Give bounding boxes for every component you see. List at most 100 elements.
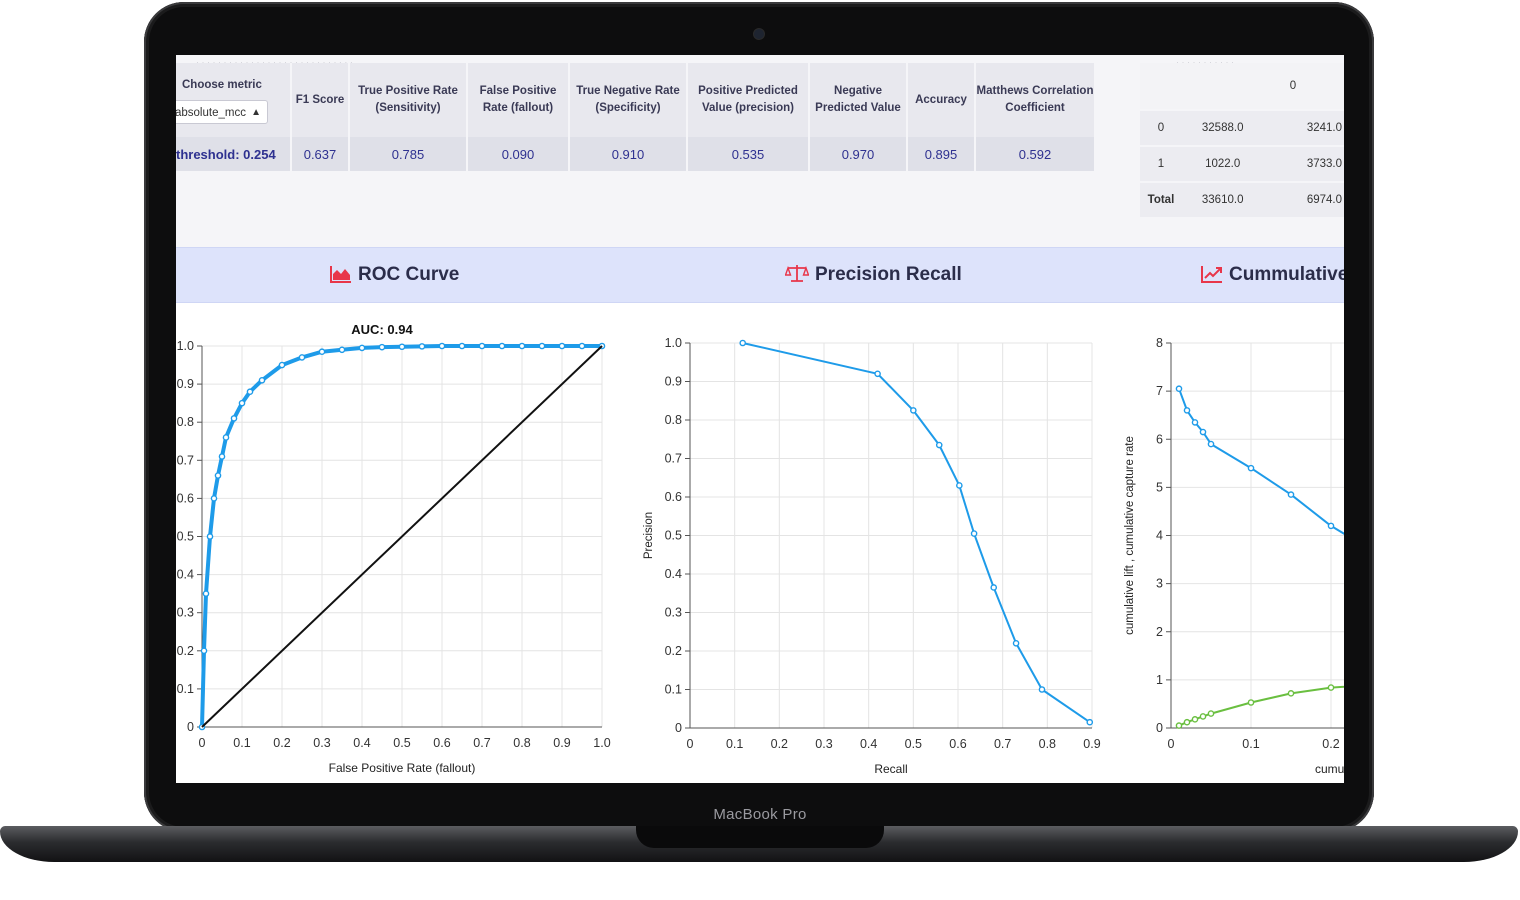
data-point bbox=[935, 441, 943, 449]
y-tick-label: 1 bbox=[1156, 673, 1163, 687]
line-chart-icon bbox=[1201, 266, 1222, 283]
data-point bbox=[1327, 522, 1335, 530]
data-point bbox=[210, 495, 218, 502]
y-tick-label: 6 bbox=[1156, 432, 1163, 446]
data-point bbox=[238, 399, 246, 407]
data-point bbox=[338, 346, 346, 354]
header-matthews-correlation: Matthews Correlation Coefficient bbox=[975, 63, 1096, 137]
x-tick-label: 0.6 bbox=[949, 737, 966, 751]
x-tick-label: 0.9 bbox=[1083, 737, 1100, 751]
metrics-table: Choose metric absolute_mcc ▲ F1 Score Tr… bbox=[176, 63, 1096, 171]
value-accuracy: 0.895 bbox=[907, 137, 976, 171]
data-point bbox=[1287, 690, 1295, 697]
area-chart-icon bbox=[330, 266, 351, 283]
data-point bbox=[990, 584, 998, 591]
y-tick-label: 0.4 bbox=[665, 567, 682, 581]
data-point bbox=[1327, 684, 1335, 691]
x-axis-label: Recall bbox=[874, 762, 907, 776]
confusion-total-row: Total 33610.0 6974.0 bbox=[1140, 182, 1344, 219]
data-point bbox=[358, 344, 366, 352]
data-point bbox=[1012, 639, 1020, 647]
y-tick-label: 3 bbox=[1156, 577, 1163, 591]
x-tick-label: 0.7 bbox=[994, 737, 1011, 751]
x-tick-label: 0.1 bbox=[233, 736, 250, 750]
chart-2: 00.10.20.30.4012345678cumucumulative lif… bbox=[1124, 336, 1344, 776]
confusion-cell: 1022.0 bbox=[1181, 146, 1264, 183]
y-tick-label: 0.9 bbox=[665, 375, 682, 389]
data-point bbox=[1183, 407, 1191, 414]
confusion-cell: 6974.0 bbox=[1263, 182, 1344, 219]
data-point bbox=[418, 343, 426, 350]
data-point bbox=[478, 342, 486, 350]
data-point bbox=[1247, 699, 1255, 706]
chart-title: AUC: 0.94 bbox=[351, 322, 413, 337]
series-line bbox=[742, 342, 1091, 724]
value-f1-score: 0.637 bbox=[291, 137, 350, 171]
x-tick-label: 0.7 bbox=[473, 736, 490, 750]
data-point bbox=[1175, 385, 1183, 393]
y-axis-label: cumulative lift , cumulative capture rat… bbox=[1124, 436, 1136, 635]
confusion-cell: 3241.0 bbox=[1263, 110, 1344, 147]
y-tick-label: 0.7 bbox=[177, 453, 194, 467]
value-negative-predicted-value: 0.970 bbox=[809, 137, 908, 171]
y-tick-label: 0.8 bbox=[177, 415, 194, 429]
confusion-row-label: 0 bbox=[1140, 110, 1182, 147]
metric-select[interactable]: absolute_mcc ▲ bbox=[176, 99, 268, 124]
data-point bbox=[578, 342, 586, 350]
confusion-header-row: 0 bbox=[1140, 63, 1344, 111]
tab-label: Precision Recall bbox=[815, 264, 962, 285]
value-matthews-correlation: 0.592 bbox=[975, 137, 1096, 171]
data-point bbox=[438, 342, 446, 350]
choose-metric-cell: Choose metric absolute_mcc ▲ bbox=[176, 63, 292, 137]
laptop-notch bbox=[636, 826, 884, 848]
x-tick-label: 0 bbox=[199, 736, 206, 750]
confusion-row-label: Total bbox=[1140, 182, 1182, 219]
y-tick-label: 0.1 bbox=[665, 683, 682, 697]
select-arrows-icon: ▲ bbox=[251, 106, 261, 118]
data-point bbox=[206, 533, 214, 540]
faint-header-text-right: · · · · · · · · · · · bbox=[1176, 57, 1234, 67]
data-point bbox=[970, 530, 978, 537]
x-tick-label: 0.5 bbox=[905, 737, 922, 751]
balance-scale-icon bbox=[784, 265, 810, 282]
y-tick-label: 0.7 bbox=[665, 452, 682, 466]
x-tick-label: 0.3 bbox=[815, 737, 832, 751]
x-axis-label: False Positive Rate (fallout) bbox=[329, 761, 476, 775]
header-true-positive-rate: True Positive Rate (Sensitivity) bbox=[349, 63, 468, 137]
data-point bbox=[1247, 464, 1255, 472]
y-tick-label: 0 bbox=[675, 721, 682, 735]
data-point bbox=[298, 354, 306, 361]
tab-precision-recall[interactable]: Precision Recall bbox=[784, 248, 962, 302]
app-screen: · · · · · · · · · · · · · · · · · · · · … bbox=[176, 55, 1344, 783]
tab-label: ROC Curve bbox=[358, 264, 460, 285]
x-tick-label: 0 bbox=[687, 737, 694, 751]
header-false-positive-rate: False Positive Rate (fallout) bbox=[467, 63, 570, 137]
tab-label: Cummulative bbox=[1229, 264, 1344, 285]
data-point bbox=[246, 388, 254, 396]
y-tick-label: 0.8 bbox=[665, 413, 682, 427]
chart-tabs: ROC Curve Precision Recall Cummulative bbox=[176, 247, 1344, 303]
tab-roc-curve[interactable]: ROC Curve bbox=[330, 248, 459, 302]
data-point bbox=[1199, 713, 1207, 720]
tab-cumulative[interactable]: Cummulative bbox=[1201, 248, 1344, 302]
x-tick-label: 0.8 bbox=[1039, 737, 1056, 751]
confusion-cell: 33610.0 bbox=[1181, 182, 1264, 219]
charts-area: 0 0.1 0.2 0.3 0.4 0.5 0.6 0.7 0.8 0.9 1.0 0 0.1 0.2 0.… bbox=[177, 322, 1344, 776]
value-false-positive-rate: 0.090 bbox=[467, 137, 570, 171]
header-negative-predicted-value: Negative Predicted Value bbox=[809, 63, 908, 137]
data-point bbox=[1191, 419, 1199, 426]
data-point bbox=[910, 407, 917, 414]
header-positive-predicted-value: Positive Predicted Value (precision) bbox=[687, 63, 810, 137]
data-point bbox=[1086, 718, 1094, 726]
data-point bbox=[558, 342, 566, 350]
data-point bbox=[518, 342, 526, 350]
x-tick-label: 0.2 bbox=[273, 736, 290, 750]
value-true-positive-rate: 0.785 bbox=[349, 137, 468, 171]
y-tick-label: 1.0 bbox=[665, 336, 682, 350]
header-true-negative-rate: True Negative Rate (Specificity) bbox=[569, 63, 688, 137]
y-tick-label: 2 bbox=[1156, 625, 1163, 639]
confusion-row: 0 32588.0 3241.0 bbox=[1140, 110, 1344, 147]
header-f1-score: F1 Score bbox=[291, 63, 350, 137]
y-tick-label: 0.5 bbox=[665, 529, 682, 543]
data-point bbox=[1183, 718, 1191, 726]
